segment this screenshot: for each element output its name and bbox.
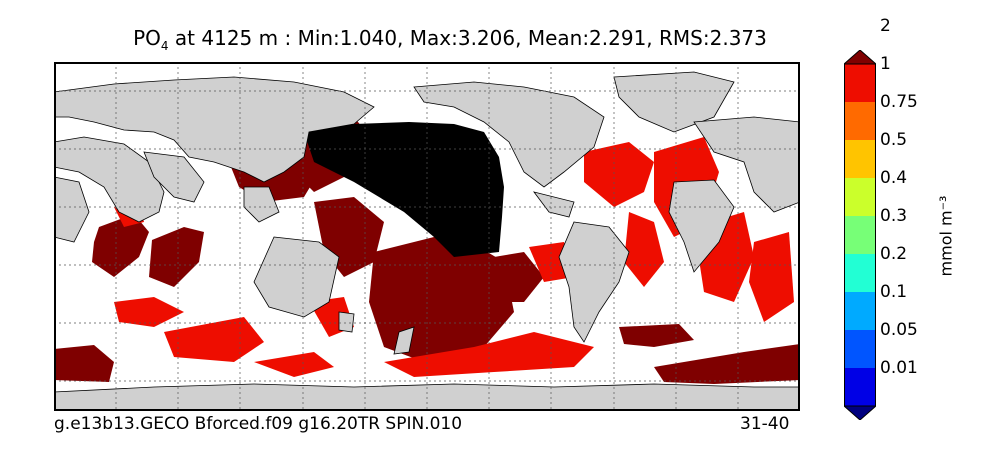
colorbar-tick-label: 1 xyxy=(880,54,891,74)
colorbar-segment xyxy=(844,178,876,216)
colorbar-tick-label: 0.4 xyxy=(880,168,908,188)
global-map xyxy=(54,62,800,411)
title-stats: at 4125 m : Min:1.040, Max:3.206, Mean:2… xyxy=(168,26,767,50)
colorbar-tick-label: 0.3 xyxy=(880,206,908,226)
colorbar-segment xyxy=(844,216,876,254)
map-frame xyxy=(54,62,800,411)
map-title: PO4 at 4125 m : Min:1.040, Max:3.206, Me… xyxy=(0,26,900,53)
colorbar-extend-max xyxy=(842,49,878,65)
colorbar-segment xyxy=(844,330,876,368)
colorbar-tick-label: 2 xyxy=(880,16,891,36)
colorbar-segment xyxy=(844,292,876,330)
colorbar-frame xyxy=(844,63,876,407)
colorbar-tick-label: 0.05 xyxy=(880,320,918,340)
title-subscript: 4 xyxy=(160,39,169,53)
colorbar-segment xyxy=(844,64,876,102)
colorbar-tick-label: 0.75 xyxy=(880,92,918,112)
graticule xyxy=(54,62,800,411)
years-label: 31-40 xyxy=(740,414,790,434)
colorbar-tick-label: 0.2 xyxy=(880,244,908,264)
colorbar-unit-label: mmol m⁻³ xyxy=(936,195,956,277)
colorbar-ticks: 0.01 0.05 0.1 0.2 0.3 0.4 0.5 0.75 1 2 xyxy=(880,16,940,420)
colorbar-segment xyxy=(844,368,876,406)
colorbar-tick-label: 0.1 xyxy=(880,282,908,302)
colorbar xyxy=(842,49,878,421)
colorbar-extend-min xyxy=(842,405,878,421)
run-label: g.e13b13.GECO Bforced.f09 g16.20TR SPIN.… xyxy=(54,414,463,434)
colorbar-segment xyxy=(844,254,876,292)
colorbar-tick-label: 0.5 xyxy=(880,130,908,150)
no-data-region xyxy=(304,122,504,257)
title-variable: PO xyxy=(133,26,161,50)
colorbar-tick-label: 0.01 xyxy=(880,358,918,378)
colorbar-segment xyxy=(844,102,876,140)
colorbar-segment xyxy=(844,140,876,178)
